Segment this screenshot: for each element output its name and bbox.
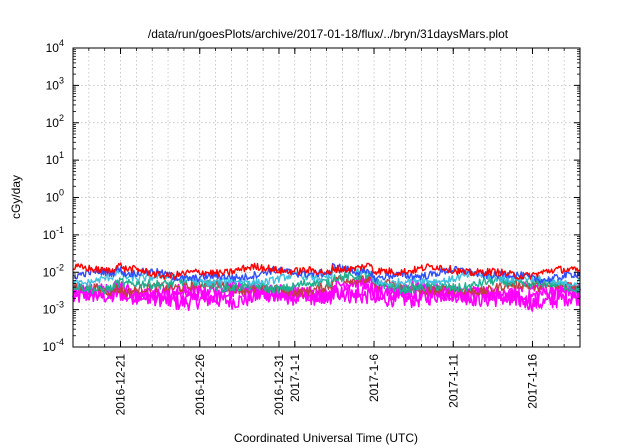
y-tick-label: 10-3	[43, 300, 64, 317]
series-line	[73, 275, 581, 303]
y-tick-label: 104	[46, 38, 64, 55]
y-tick-label: 10-2	[43, 262, 64, 279]
y-axis: 10-4 10-3 10-2 10-1 100 101 102 103 104	[43, 38, 580, 354]
x-tick-label: 2016-12-31	[272, 354, 286, 416]
series-line	[72, 262, 581, 280]
y-tick-label: 101	[46, 150, 64, 167]
x-tick-label: 2017-1-11	[446, 354, 460, 408]
x-tick-label: 2017-1-1	[288, 354, 302, 402]
y-tick-label: 10-4	[43, 337, 64, 354]
chart-title: /data/run/goesPlots/archive/2017-01-18/f…	[148, 27, 509, 41]
y-tick-label: 103	[46, 75, 64, 92]
y-axis-label: cGy/day	[9, 175, 23, 219]
x-tick-label: 2017-1-6	[367, 354, 381, 402]
x-tick-label: 2017-1-16	[525, 354, 539, 409]
x-tick-label: 2016-12-26	[193, 354, 207, 416]
x-axis: 2016-12-21 2016-12-26 2016-12-31 2017-1-1 20…	[88, 48, 565, 416]
series-line	[72, 265, 581, 289]
y-tick-label: 102	[46, 113, 64, 130]
x-tick-label: 2016-12-21	[114, 354, 128, 416]
x-axis-label: Coordinated Universal Time (UTC)	[234, 431, 418, 445]
series-layer	[72, 262, 581, 312]
y-tick-label: 10-1	[43, 225, 64, 242]
y-tick-label: 100	[46, 188, 64, 205]
